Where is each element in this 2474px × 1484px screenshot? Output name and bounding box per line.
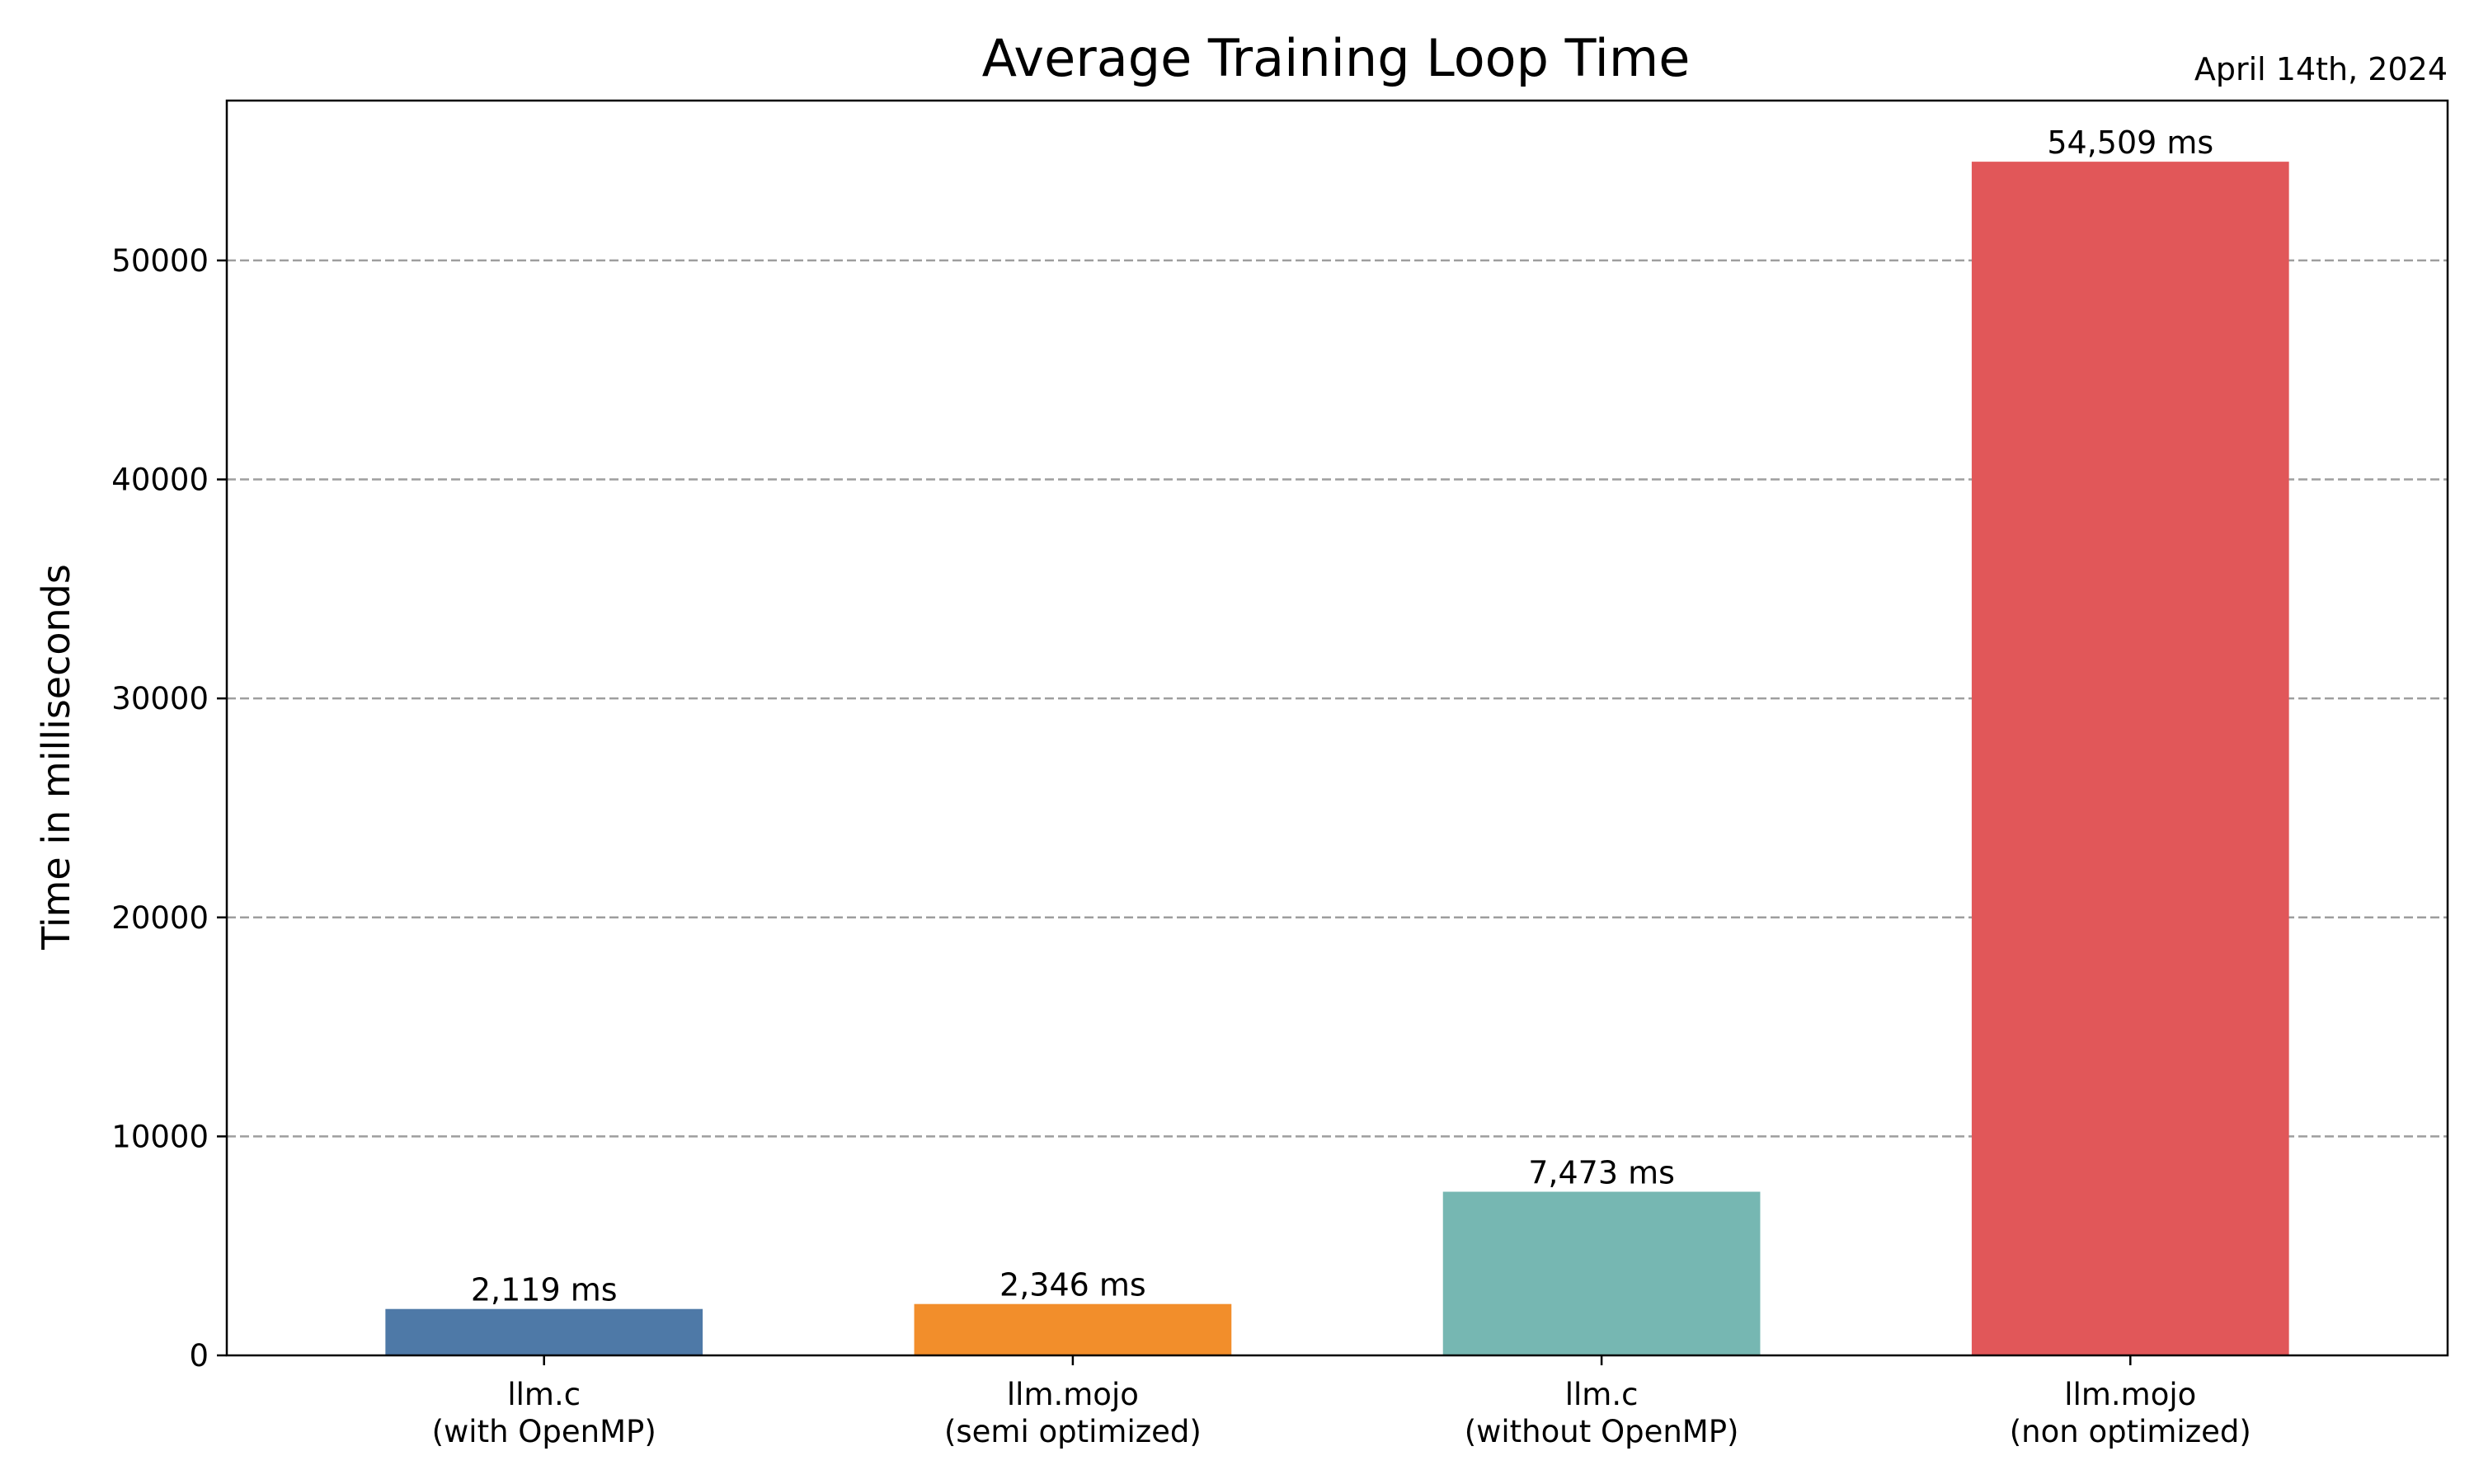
bar bbox=[1442, 1191, 1761, 1355]
data-label: 2,119 ms bbox=[471, 1272, 618, 1308]
data-label: 54,509 ms bbox=[2047, 124, 2213, 161]
y-tick-label: 40000 bbox=[111, 463, 209, 498]
x-tick-label: llm.mojo bbox=[1007, 1377, 1139, 1412]
bar bbox=[385, 1308, 703, 1355]
y-tick-label: 50000 bbox=[111, 243, 209, 279]
bar bbox=[1971, 162, 2289, 1356]
y-tick-label: 20000 bbox=[111, 900, 209, 936]
axes-frame bbox=[225, 99, 2449, 1357]
bar bbox=[914, 1303, 1232, 1355]
x-tick-label: (with OpenMP) bbox=[432, 1414, 656, 1449]
y-tick-label: 30000 bbox=[111, 681, 209, 716]
chart-date: April 14th, 2024 bbox=[2194, 51, 2448, 87]
data-label: 7,473 ms bbox=[1528, 1155, 1675, 1191]
bars bbox=[385, 162, 2289, 1356]
x-tick-label: llm.c bbox=[1565, 1377, 1639, 1412]
chart-title: Average Training Loop Time bbox=[982, 28, 1691, 88]
x-tick-label: (without OpenMP) bbox=[1465, 1414, 1739, 1449]
x-tick-label: llm.c bbox=[507, 1377, 581, 1412]
x-tick-label: (semi optimized) bbox=[944, 1414, 1202, 1449]
y-axis-label: Time in milliseconds bbox=[34, 564, 78, 951]
data-label: 2,346 ms bbox=[999, 1267, 1146, 1303]
x-tick-label: (non optimized) bbox=[2010, 1414, 2251, 1449]
x-tick-label: llm.mojo bbox=[2064, 1377, 2196, 1412]
y-tick-label: 0 bbox=[189, 1338, 209, 1374]
y-tick-label: 10000 bbox=[111, 1119, 209, 1154]
data-labels: 2,119 ms 2,346 ms 7,473 ms 54,509 ms bbox=[471, 124, 2213, 1308]
y-axis-ticks: 0 10000 20000 30000 40000 50000 bbox=[111, 243, 227, 1374]
x-axis-ticks: llm.c(with OpenMP)llm.mojo(semi optimize… bbox=[432, 1355, 2251, 1449]
